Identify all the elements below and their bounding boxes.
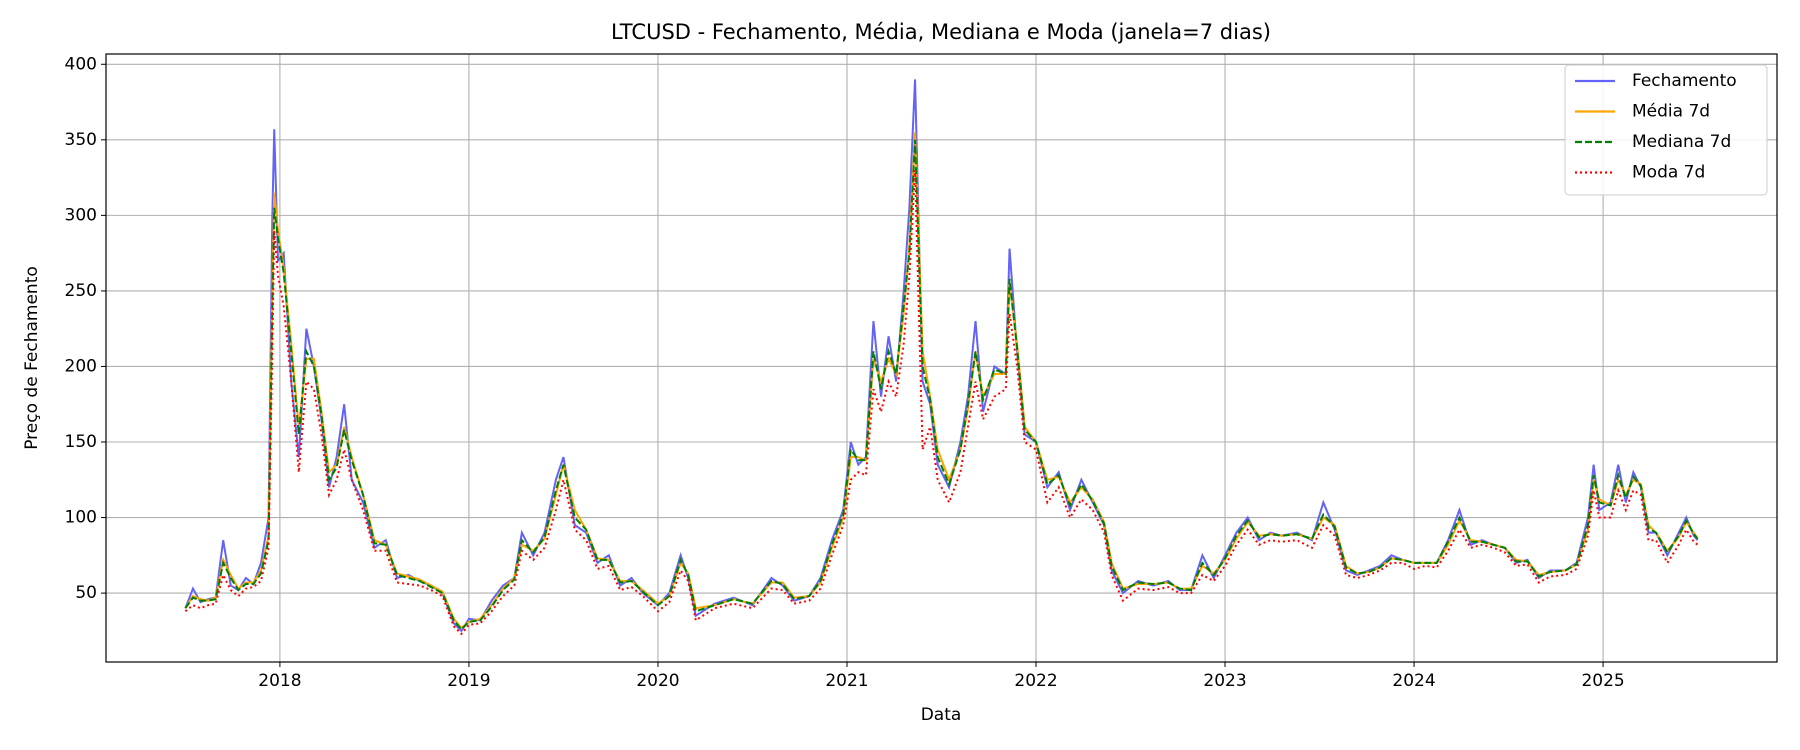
x-tick-label: 2020 (636, 671, 679, 691)
legend-label: Média 7d (1632, 102, 1710, 122)
x-tick-label: 2024 (1392, 671, 1435, 691)
x-tick-label: 2025 (1581, 671, 1624, 691)
legend-label: Mediana 7d (1632, 132, 1731, 152)
series-line (184, 79, 1699, 633)
legend-box (1564, 64, 1768, 196)
y-tick-label: 150 (65, 432, 97, 452)
legend-label: Fechamento (1632, 71, 1737, 91)
y-axis-label: Preço de Fechamento (22, 266, 42, 450)
y-tick-label: 50 (75, 583, 97, 603)
legend-label: Moda 7d (1632, 163, 1705, 183)
x-axis-label: Data (921, 705, 962, 725)
x-tick-label: 2022 (1014, 671, 1057, 691)
series-line (184, 132, 1699, 630)
series-line (184, 139, 1699, 631)
y-tick-label: 300 (65, 205, 97, 225)
x-tick-label: 2019 (447, 671, 490, 691)
chart-title: LTCUSD - Fechamento, Média, Mediana e Mo… (611, 20, 1271, 44)
x-tick-label: 2023 (1203, 671, 1246, 691)
plot-frame (105, 53, 1778, 663)
x-tick-label: 2021 (825, 671, 868, 691)
y-tick-label: 200 (65, 356, 97, 376)
series-line (184, 169, 1699, 636)
y-tick-label: 100 (65, 508, 97, 528)
y-tick-label: 350 (65, 130, 97, 150)
y-tick-label: 400 (65, 54, 97, 74)
x-tick-label: 2018 (258, 671, 301, 691)
y-tick-label: 250 (65, 281, 97, 301)
